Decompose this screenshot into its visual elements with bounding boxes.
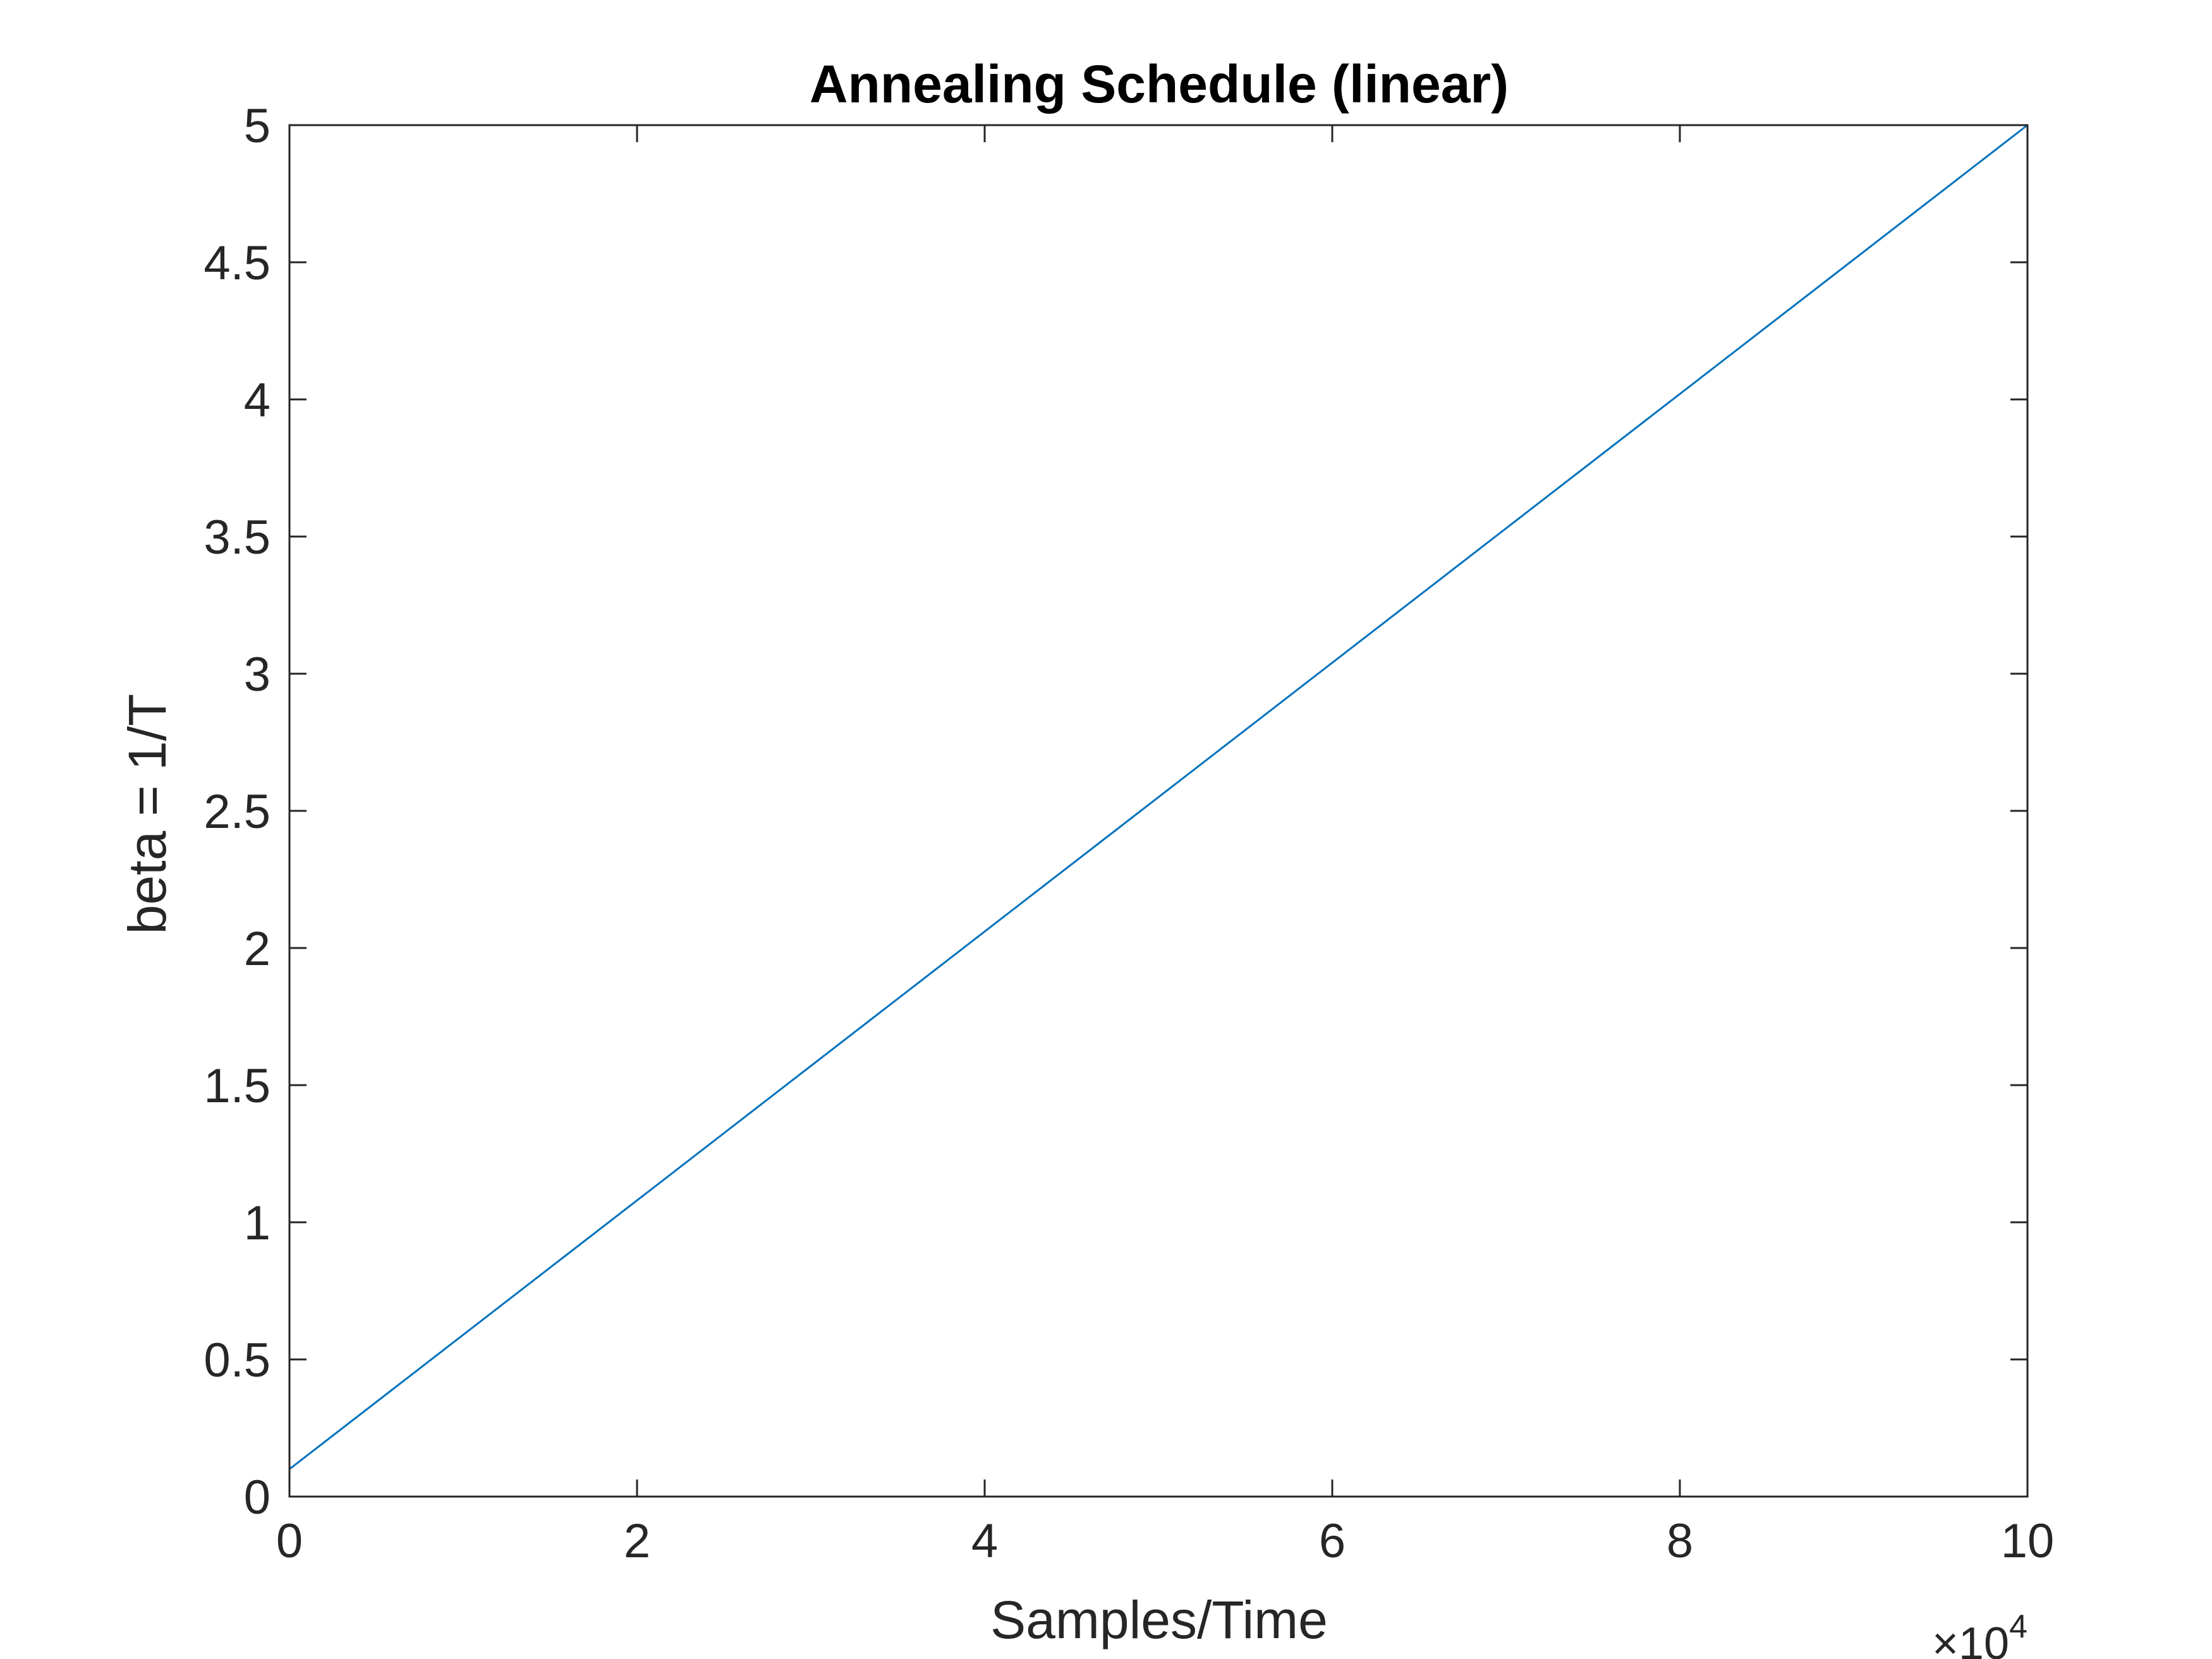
x-exponent-power: 4 — [2009, 1608, 2027, 1645]
axes: 0 2 4 6 8 10 0 0.5 1 1.5 2 2.5 3 3.5 4 4.5 5 — [204, 99, 2054, 1568]
x-axis-label: Samples/Time — [990, 1590, 1328, 1650]
x-tick-label: 10 — [2001, 1514, 2055, 1568]
x-exponent-label: ×104 — [1932, 1608, 2027, 1659]
series-line-1 — [289, 124, 2028, 1470]
y-tick-label: 4.5 — [204, 236, 270, 290]
y-tick-label: 3.5 — [204, 511, 270, 564]
y-tick-label: 0 — [244, 1471, 270, 1524]
y-tick-label: 2.5 — [204, 785, 270, 839]
y-tick-label: 5 — [244, 99, 270, 153]
x-exponent-base: ×10 — [1932, 1619, 2009, 1659]
y-tick-label: 4 — [244, 374, 270, 427]
plot-area — [289, 124, 2028, 1497]
y-tick-label: 0.5 — [204, 1334, 270, 1387]
y-tick-label: 1.5 — [204, 1059, 270, 1113]
x-tick-label: 4 — [971, 1514, 998, 1568]
chart-title: Annealing Schedule (linear) — [810, 54, 1509, 114]
x-tick-label: 2 — [624, 1514, 650, 1568]
x-tick-label: 6 — [1319, 1514, 1346, 1568]
y-tick-label: 2 — [244, 922, 270, 976]
y-tick-label: 1 — [244, 1196, 270, 1250]
y-tick-label: 3 — [244, 648, 270, 702]
x-tick-label: 0 — [276, 1514, 303, 1568]
plot-background — [289, 125, 2027, 1497]
x-tick-label: 8 — [1667, 1514, 1693, 1568]
y-axis-label: beta = 1/T — [118, 694, 177, 935]
